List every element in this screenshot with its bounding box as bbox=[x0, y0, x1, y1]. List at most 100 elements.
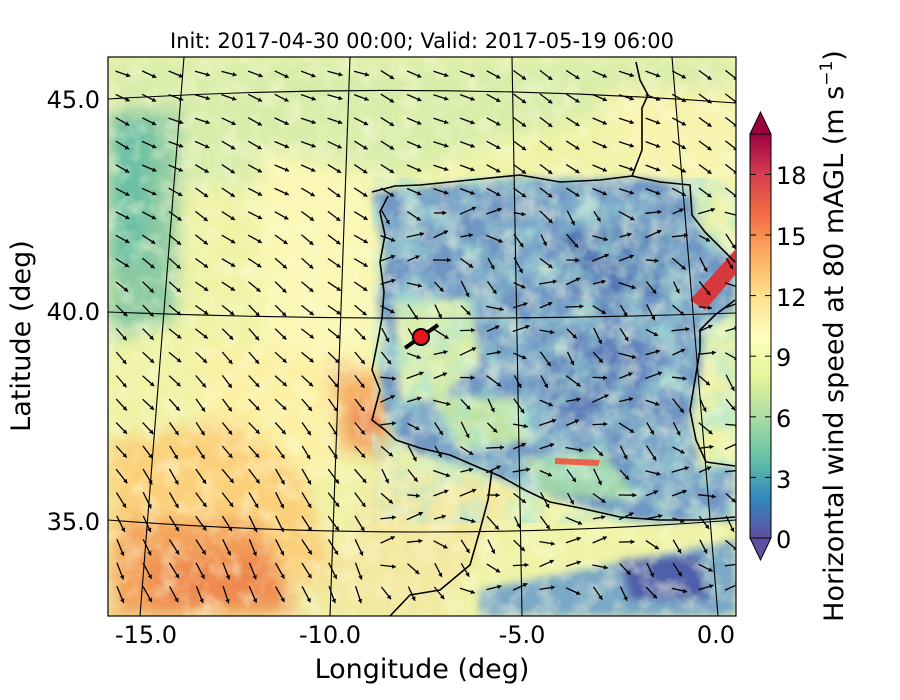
wind-vector-head bbox=[574, 419, 580, 424]
wind-vector-head bbox=[655, 167, 661, 172]
wind-vector-head bbox=[704, 524, 710, 529]
wind-vector-head bbox=[203, 240, 208, 245]
wind-vector-head bbox=[447, 257, 451, 263]
wind-vector-head bbox=[416, 216, 421, 221]
wind-vector-head bbox=[576, 560, 581, 565]
wind-vector-head bbox=[417, 396, 422, 401]
wind-vector-head bbox=[737, 213, 741, 218]
wind-vector-head bbox=[499, 306, 504, 312]
wind-vector-head bbox=[548, 263, 553, 268]
wind-vector-head bbox=[438, 572, 443, 578]
wind-vector-head bbox=[364, 96, 369, 101]
wind-vector-head bbox=[520, 408, 525, 414]
wind-vector-head bbox=[175, 406, 180, 411]
wind-vector-head bbox=[284, 97, 289, 102]
wind-vector-head bbox=[359, 551, 364, 556]
colorbar-tick-label: 6 bbox=[776, 405, 791, 433]
wind-vector-head bbox=[282, 264, 287, 269]
wind-vector-head bbox=[174, 597, 179, 603]
wind-vector-head bbox=[601, 309, 606, 314]
wind-vector-head bbox=[308, 382, 313, 387]
wind-vector-head bbox=[602, 167, 607, 172]
wind-vector-head bbox=[389, 168, 394, 173]
wind-vector-head bbox=[335, 240, 341, 245]
wind-vector-head bbox=[203, 192, 209, 197]
wind-vector-head bbox=[444, 190, 449, 195]
wind-vector-head bbox=[520, 546, 525, 551]
wind-vector-head bbox=[252, 598, 258, 603]
wind-vector-head bbox=[175, 573, 179, 579]
wind-vector-head bbox=[284, 73, 289, 78]
wind-vector-head bbox=[575, 277, 581, 282]
wind-vector-head bbox=[604, 394, 609, 399]
wind-vector-head bbox=[470, 73, 475, 78]
wind-vector-head bbox=[575, 168, 580, 173]
wind-vector-head bbox=[203, 286, 209, 291]
wind-vector-head bbox=[178, 167, 183, 172]
wind-vector bbox=[724, 584, 736, 591]
wind-vector-head bbox=[252, 551, 257, 556]
wind-vector-head bbox=[549, 443, 555, 448]
wind-vector-head bbox=[151, 121, 157, 126]
wind-vector-head bbox=[521, 122, 526, 127]
wind-vector-head bbox=[490, 264, 495, 270]
wind-vector-head bbox=[200, 407, 205, 412]
wind-vector-head bbox=[677, 571, 682, 577]
wind-vector-head bbox=[120, 551, 125, 556]
wind-vector-head bbox=[310, 192, 315, 197]
wind-vector-head bbox=[284, 144, 289, 149]
wind-vector-head bbox=[525, 324, 530, 330]
wind-vector-head bbox=[649, 572, 654, 578]
wind-vector-head bbox=[495, 168, 501, 173]
wind-vector-head bbox=[256, 287, 261, 292]
wind-vector-head bbox=[522, 583, 528, 588]
wind-vector-head bbox=[517, 383, 522, 388]
wind-vector-head bbox=[231, 96, 237, 101]
wind-vector-head bbox=[229, 478, 234, 483]
wind-vector-head bbox=[730, 405, 736, 411]
wind-vector-head bbox=[332, 574, 337, 579]
wind-vector-head bbox=[282, 335, 287, 340]
wind-vector-head bbox=[444, 166, 449, 172]
wind-vector-head bbox=[336, 310, 341, 315]
wind-vector-head bbox=[205, 95, 210, 101]
wind-vector-head bbox=[202, 526, 207, 531]
wind-vector-head bbox=[653, 490, 658, 495]
wind-vector-head bbox=[601, 515, 606, 520]
wind-vector-head bbox=[548, 218, 553, 224]
wind-vector-head bbox=[658, 513, 663, 519]
wind-vector-head bbox=[308, 264, 314, 269]
wind-vector-head bbox=[470, 589, 475, 594]
wind-vector-head bbox=[497, 207, 502, 213]
x-tick-label: 0.0 bbox=[697, 621, 735, 649]
wind-vector-head bbox=[550, 329, 555, 335]
wind-vector-head bbox=[703, 267, 708, 272]
wind-vector-head bbox=[598, 358, 603, 363]
wind-vector-head bbox=[227, 383, 232, 388]
wind-vector-head bbox=[363, 121, 369, 126]
wind-vector-head bbox=[444, 72, 449, 78]
wind-vector-head bbox=[149, 429, 154, 434]
wind-vector-head bbox=[708, 567, 713, 572]
wind-vector-head bbox=[360, 359, 365, 364]
wind-vector-head bbox=[147, 597, 152, 603]
wind-vector-head bbox=[521, 442, 526, 448]
wind-vector-head bbox=[147, 574, 152, 579]
site-marker bbox=[403, 323, 440, 350]
colorbar-tick-label: 18 bbox=[776, 162, 807, 190]
wind-vector-head bbox=[279, 527, 284, 532]
wind-vector-head bbox=[631, 354, 636, 359]
wind-vector-head bbox=[521, 211, 526, 217]
wind-vector-head bbox=[632, 492, 637, 498]
wind-vector-head bbox=[575, 98, 580, 103]
wind-vector-head bbox=[201, 550, 206, 555]
wind-vector-head bbox=[629, 119, 634, 125]
wind-vector-head bbox=[523, 423, 528, 429]
wind-vector bbox=[724, 443, 736, 450]
wind-vector-head bbox=[629, 166, 634, 172]
wind-vector-head bbox=[391, 564, 396, 569]
wind-vector-head bbox=[176, 287, 181, 293]
wind-vector-head bbox=[495, 97, 501, 102]
wind-vector-head bbox=[200, 574, 205, 579]
wind-vector-head bbox=[521, 99, 526, 104]
